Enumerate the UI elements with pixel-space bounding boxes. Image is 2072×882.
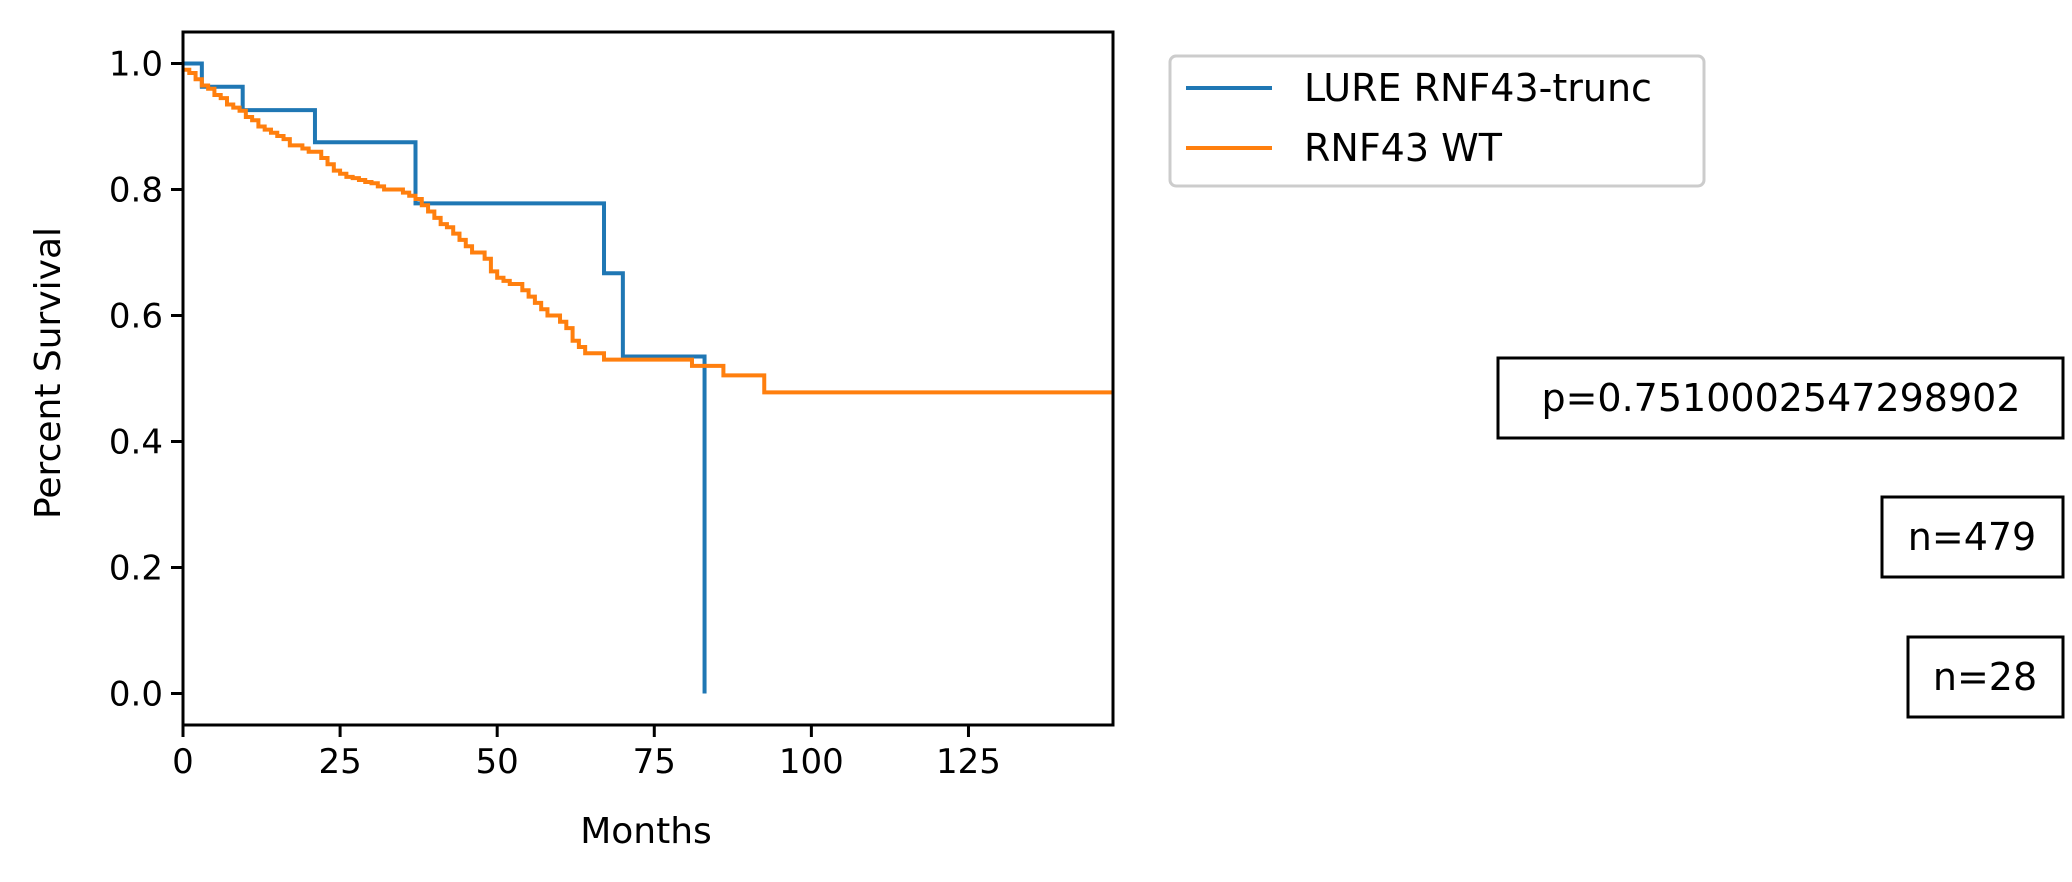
y-tick-label: 0.8 (109, 171, 163, 211)
x-tick-label: 25 (318, 742, 361, 782)
y-tick-label: 0.2 (109, 549, 163, 589)
plot-area (183, 61, 1113, 694)
n-trunc-text: n=28 (1933, 655, 2037, 699)
n-trunc-box (1906, 635, 2065, 719)
n-wt-box (1880, 495, 2065, 579)
y-tick-label: 0.0 (109, 675, 163, 715)
legend-label-lure-rnf43-trunc: LURE RNF43-trunc (1304, 66, 1652, 110)
x-axis-label: Months (580, 811, 712, 852)
n-wt-text: n=479 (1908, 515, 2036, 559)
plot-frame (181, 30, 1115, 727)
x-tick-label: 50 (476, 742, 519, 782)
y-axis-ticks: 0.0 0.2 0.4 0.6 0.8 1.0 (109, 45, 183, 715)
x-tick-label: 0 (172, 742, 194, 782)
x-tick-label: 125 (936, 742, 1001, 782)
series-line-rnf43-wt (183, 67, 1113, 395)
y-tick-label: 1.0 (109, 45, 163, 85)
p-value-text: p=0.7510002547298902 (1541, 376, 2020, 420)
p-value-box (1496, 356, 2065, 440)
y-tick-label: 0.4 (109, 423, 163, 463)
y-tick-label: 0.6 (109, 297, 163, 337)
legend-label-rnf43-wt: RNF43 WT (1304, 126, 1503, 170)
annotation-boxes: p=0.7510002547298902 n=479 n=28 (1496, 356, 2065, 719)
x-tick-label: 75 (633, 742, 676, 782)
y-axis-label: Percent Survival (28, 227, 69, 519)
legend-frame (1168, 54, 1706, 188)
x-axis-ticks: 0 25 50 75 100 125 (172, 725, 1001, 782)
legend: LURE RNF43-trunc RNF43 WT (1168, 54, 1706, 188)
series-line-lure-rnf43-trunc (183, 61, 707, 694)
x-tick-label: 100 (779, 742, 844, 782)
